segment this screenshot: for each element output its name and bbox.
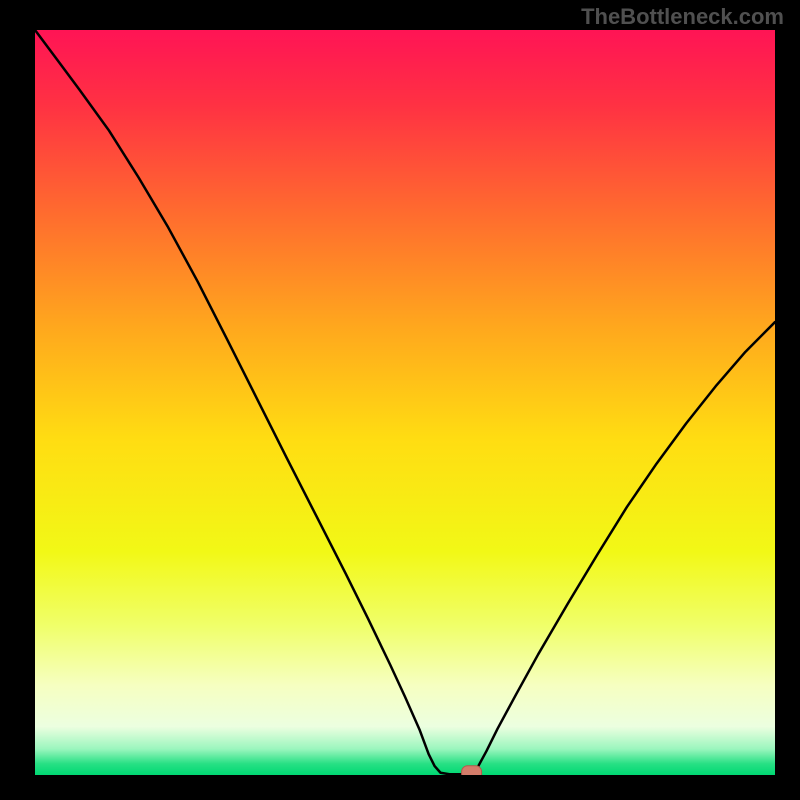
optimal-point-marker bbox=[462, 766, 482, 775]
chart-svg bbox=[35, 30, 775, 775]
chart-plot-area bbox=[35, 30, 775, 775]
chart-background-gradient bbox=[35, 30, 775, 775]
watermark-text: TheBottleneck.com bbox=[581, 4, 784, 30]
